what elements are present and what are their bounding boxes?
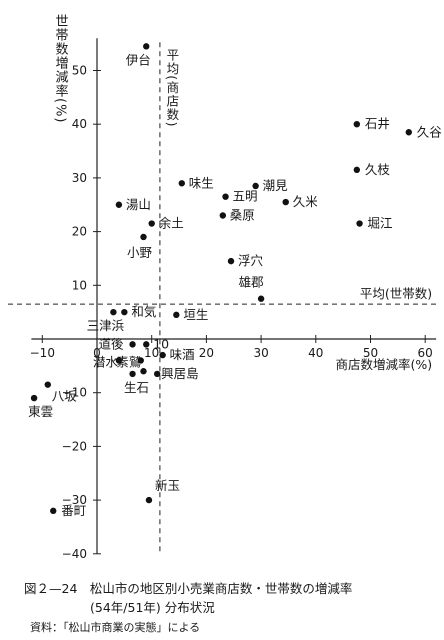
x-tick-label: 50 [363, 346, 378, 360]
point-label: 桑原 [230, 207, 255, 222]
point-label: 番町 [61, 503, 86, 518]
mean-y-label: 平均(世帯数) [360, 286, 432, 301]
point-label: 石井 [365, 116, 390, 131]
figure-caption: 図２—24 松山市の地区別小売業商店数・世帯数の増減率 [24, 581, 353, 596]
data-point [219, 212, 227, 219]
point-label: 潮見 [263, 178, 289, 193]
point-label: 新玉 [155, 478, 180, 493]
data-point [173, 311, 180, 319]
point-label: 10 [153, 336, 169, 351]
point-label: 久米 [293, 194, 319, 209]
data-point [30, 394, 38, 402]
x-tick-label: 30 [253, 346, 268, 360]
figure-caption-subtitle: (54年/51年) 分布状況 [90, 600, 215, 615]
point-label: 生石 [124, 380, 149, 395]
data-point [148, 220, 155, 227]
y-tick-label: 20 [72, 225, 87, 239]
x-tick-label: 0 [93, 346, 101, 360]
figure-source-note: 資料：「松山市商業の実態」による [30, 621, 201, 634]
x-tick-label: 10 [144, 346, 159, 360]
point-label: 浮穴 [238, 253, 264, 268]
point-label: 小野 [127, 245, 153, 260]
mean-x-label: 平均(商店数) [164, 48, 179, 127]
x-axis-title: 商店数増減率(%) [335, 357, 432, 372]
x-tick-label: 40 [308, 346, 323, 360]
point-label: 潜水 [93, 354, 119, 369]
y-tick-label: 30 [72, 171, 87, 185]
point-label: 味生 [189, 175, 214, 190]
y-tick-label: −40 [62, 547, 87, 561]
data-point [50, 507, 57, 515]
data-point [140, 368, 147, 375]
data-point [252, 182, 259, 190]
data-point [129, 370, 136, 378]
y-tick-label: 50 [72, 64, 87, 78]
data-point [222, 193, 229, 200]
point-label: 垣生 [183, 307, 208, 322]
point-label: 道後 [99, 336, 125, 351]
data-point [137, 357, 144, 364]
point-label: 和気 [131, 304, 156, 319]
point-label: 味酒 [170, 347, 195, 362]
point-label: 久谷 [417, 124, 443, 139]
axis-titles: 商店数増減率(%) 世帯数増減率(%) [53, 14, 433, 372]
data-point [356, 220, 363, 227]
data-point [140, 233, 147, 241]
x-tick-label: 60 [418, 346, 433, 360]
x-tick-label: −10 [30, 346, 55, 360]
point-label: 三津浜 [87, 318, 125, 333]
data-point [115, 357, 123, 364]
data-point [159, 351, 166, 359]
point-label: 湯山 [126, 197, 151, 212]
point-label: 久枝 [365, 162, 391, 177]
data-point [143, 341, 150, 348]
point-label: 余土 [159, 216, 184, 231]
y-axis-title: 世帯数増減率(%) [53, 14, 69, 124]
mean-lines: 平均(商店数) 平均(世帯数) [8, 42, 439, 552]
point-label: 伊台 [126, 52, 151, 67]
y-tick-label: 40 [72, 117, 87, 131]
data-point [405, 129, 412, 136]
data-point [143, 43, 150, 50]
tick-labels: −10 0 10 20 30 40 50 60 −40 −30 −20 −10 10 20 30 40 50 [30, 64, 433, 561]
data-point [353, 121, 361, 128]
data-point [227, 257, 235, 265]
data-point [153, 370, 161, 378]
point-label: 素鷲 [116, 354, 141, 369]
point-label: 雄郡 [239, 275, 264, 290]
data-point [178, 180, 185, 187]
x-tick-label: 20 [199, 346, 214, 360]
data-point [282, 198, 289, 206]
point-label: 興居島 [161, 366, 199, 381]
scatter-chart: 平均(商店数) 平均(世帯数) −10 0 10 20 30 40 50 60 −40 −30 −20… [8, 14, 442, 561]
point-label: 東雲 [28, 404, 53, 419]
y-tick-label: 10 [72, 278, 87, 292]
y-tick-label: −10 [62, 386, 87, 400]
data-point [353, 166, 361, 174]
y-tick-label: −20 [62, 439, 87, 453]
point-label: 八坂 [52, 389, 78, 404]
data-point [115, 201, 123, 208]
data-point [110, 308, 117, 316]
point-label: 五明 [233, 189, 258, 204]
data-point [121, 308, 128, 316]
data-point [145, 496, 153, 504]
data-point [257, 295, 265, 302]
y-tick-label: −30 [62, 493, 87, 507]
data-point [129, 341, 136, 348]
data-point [44, 381, 51, 388]
point-label: 堀江 [368, 216, 393, 231]
